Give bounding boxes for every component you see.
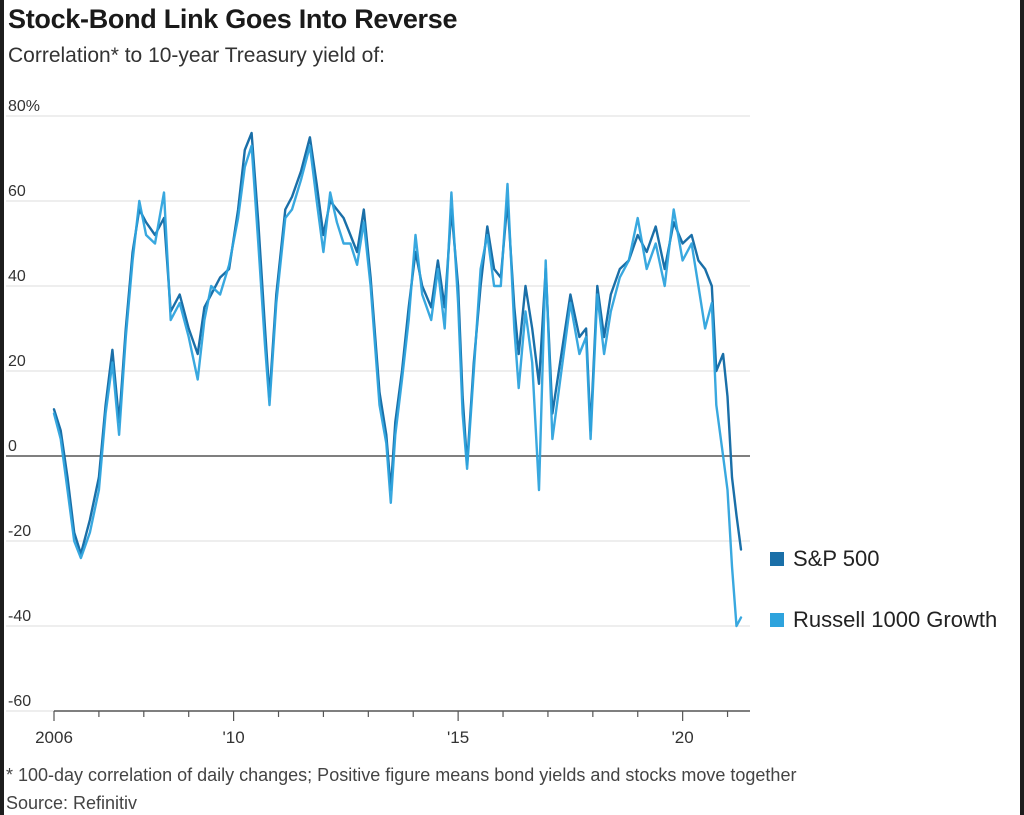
- y-tick-label: 40: [8, 268, 26, 285]
- chart-footnote: * 100-day correlation of daily changes; …: [6, 765, 797, 785]
- y-tick-label: 20: [8, 353, 26, 370]
- x-tick-label: '15: [447, 728, 469, 747]
- legend-item-sp500: S&P 500: [770, 546, 879, 572]
- x-tick-label: 2006: [35, 728, 73, 747]
- x-axis: 2006 '10 '15 '20: [35, 710, 750, 747]
- y-tick-label: 80%: [8, 98, 40, 115]
- y-tick-label: 60: [8, 183, 26, 200]
- frame-right-border: [1020, 0, 1024, 815]
- legend-label-russell-1000-growth: Russell 1000 Growth: [793, 607, 998, 632]
- y-tick-label: 0: [8, 438, 17, 455]
- y-tick-label: -40: [8, 608, 31, 625]
- y-axis-tick-labels: -60 -40 -20 0 20 40 60 80%: [8, 98, 40, 710]
- x-tick-label: '20: [672, 728, 694, 747]
- x-tick-label: '10: [223, 728, 245, 747]
- frame-left-border: [0, 0, 4, 815]
- series-line-sp500: [52, 131, 743, 555]
- legend-swatch-russell-1000-growth: [770, 613, 784, 627]
- chart-subtitle: Correlation* to 10-year Treasury yield o…: [8, 44, 386, 67]
- series-line-russell-1000-growth: [52, 144, 743, 628]
- legend-item-russell-1000-growth: Russell 1000 Growth: [770, 607, 997, 633]
- series-lines: [52, 131, 743, 628]
- y-tick-label: -20: [8, 523, 31, 540]
- legend-swatch-sp500: [770, 552, 784, 566]
- legend-label-sp500: S&P 500: [793, 546, 880, 571]
- chart-source: Source: Refinitiv: [6, 793, 138, 813]
- y-tick-label: -60: [8, 693, 31, 710]
- chart-title: Stock-Bond Link Goes Into Reverse: [8, 4, 458, 34]
